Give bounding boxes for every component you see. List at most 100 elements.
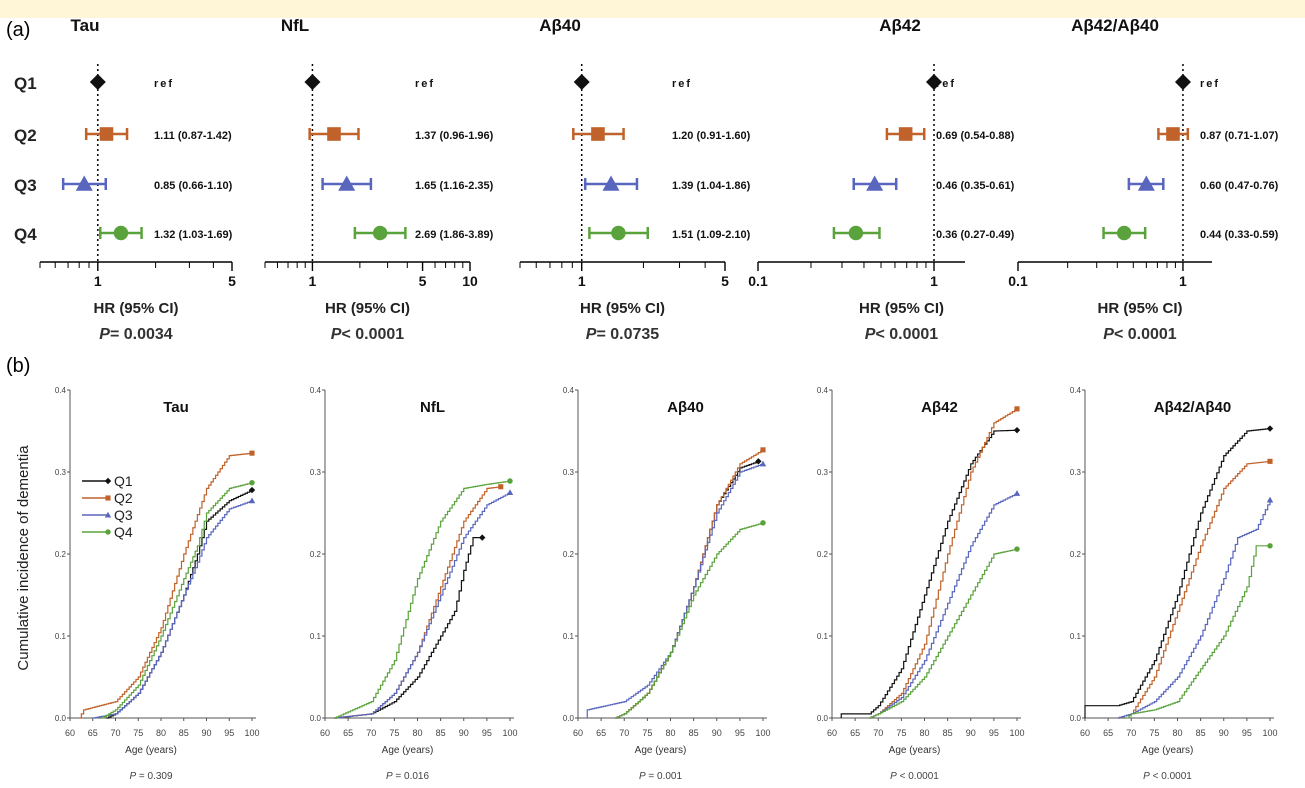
km-x-label: Age (years) xyxy=(889,745,941,756)
km-x-tick-label: 90 xyxy=(1219,728,1229,738)
km-series-end-marker-q3 xyxy=(1013,490,1021,496)
forest-point-q3 xyxy=(338,175,356,191)
km-x-tick-label: 80 xyxy=(156,728,166,738)
forest-point-q1 xyxy=(573,74,590,90)
forest-point-q3 xyxy=(602,175,620,191)
forest-hr-label: 0.69 (0.54-0.88) xyxy=(936,130,1015,142)
km-x-tick-label: 95 xyxy=(1242,728,1252,738)
forest-tick-label: 5 xyxy=(419,273,427,289)
km-title: Aβ42 xyxy=(921,399,958,416)
forest-p-value: P= 0.0735 xyxy=(586,326,660,343)
km-y-tick-label: 0.2 xyxy=(55,550,67,559)
km-x-tick-label: 95 xyxy=(482,728,492,738)
forest-plot-2: Aβ40 1 5 HR (95% CI) P= 0.0735 ref 1.20 (0.91-… xyxy=(519,16,751,343)
km-y-tick-label: 0.2 xyxy=(1070,550,1082,559)
forest-plot-3: Aβ42 0.1 1 HR (95% CI) P< 0.0001 ref 0.69 (0.5… xyxy=(748,16,1014,343)
km-x-tick-label: 80 xyxy=(665,728,675,738)
km-series-end-marker-q4 xyxy=(507,478,513,484)
km-series-q1 xyxy=(840,429,1018,718)
km-y-tick-label: 0.3 xyxy=(310,468,322,477)
km-legend-label: Q3 xyxy=(114,507,133,523)
km-x-tick-label: 95 xyxy=(989,728,999,738)
km-x-tick-label: 75 xyxy=(1149,728,1159,738)
km-y-tick-label: 0.4 xyxy=(310,386,322,395)
km-x-label: Age (years) xyxy=(635,745,687,756)
forest-p-value: P< 0.0001 xyxy=(331,326,405,343)
km-x-tick-label: 80 xyxy=(412,728,422,738)
km-x-tick-label: 65 xyxy=(596,728,606,738)
km-x-tick-label: 60 xyxy=(827,728,837,738)
forest-x-label: HR (95% CI) xyxy=(859,300,944,317)
km-p-value: P < 0.0001 xyxy=(890,771,939,782)
km-x-tick-label: 100 xyxy=(244,728,259,738)
km-series-q2 xyxy=(1117,460,1271,719)
forest-hr-label: 0.60 (0.47-0.76) xyxy=(1200,180,1279,192)
forest-hr-label: ref xyxy=(1200,78,1220,90)
panel-a-label: (a) xyxy=(6,19,30,41)
km-series-end-marker-q2 xyxy=(249,450,255,456)
km-series-q3 xyxy=(334,492,511,719)
km-series-end-marker-q3 xyxy=(506,489,514,496)
km-p-value: P < 0.0001 xyxy=(1143,771,1192,782)
forest-x-label: HR (95% CI) xyxy=(93,300,178,317)
forest-point-q3 xyxy=(75,175,93,191)
forest-title: Aβ40 xyxy=(539,16,581,35)
km-series-end-marker-q4 xyxy=(1014,546,1020,552)
km-y-tick-label: 0.3 xyxy=(817,468,829,477)
km-series-q2 xyxy=(615,449,764,719)
km-title: Aβ42/Aβ40 xyxy=(1154,399,1232,416)
km-y-tick-label: 0.3 xyxy=(55,468,67,477)
forest-plot-1: NfL 1 5 10 HR (95% CI) P< 0.0001 ref 1.37 (0.96… xyxy=(264,16,494,343)
forest-hr-label: 1.32 (1.03-1.69) xyxy=(154,229,233,241)
km-series-q2 xyxy=(869,408,1018,719)
km-title: Tau xyxy=(163,399,189,416)
forest-point-q1 xyxy=(304,74,321,90)
km-x-tick-label: 70 xyxy=(366,728,376,738)
km-y-tick-label: 0.0 xyxy=(817,714,829,723)
km-legend-label: Q2 xyxy=(114,490,133,506)
forest-hr-label: 1.11 (0.87-1.42) xyxy=(154,130,232,142)
forest-x-label: HR (95% CI) xyxy=(1097,300,1182,317)
forest-hr-label: 2.69 (1.86-3.89) xyxy=(415,229,494,241)
km-series-q1 xyxy=(334,537,483,719)
km-plot-2: 0.0 0.1 0.2 0.3 0.4 60 65 70 75 80 85 90 95 100 Age (y… xyxy=(563,386,771,782)
km-x-tick-label: 100 xyxy=(755,728,770,738)
km-x-tick-label: 70 xyxy=(873,728,883,738)
forest-tick-label: 5 xyxy=(228,273,236,289)
panel-b-label: (b) xyxy=(6,355,30,377)
km-y-tick-label: 0.1 xyxy=(310,632,322,641)
forest-tick-label: 1 xyxy=(578,273,586,289)
km-x-tick-label: 70 xyxy=(619,728,629,738)
km-x-tick-label: 85 xyxy=(943,728,953,738)
km-series-end-marker-q2 xyxy=(498,484,504,490)
km-legend-marker xyxy=(105,495,111,501)
km-x-tick-label: 95 xyxy=(224,728,234,738)
km-x-tick-label: 60 xyxy=(320,728,330,738)
km-series-end-marker-q1 xyxy=(755,458,762,465)
forest-hr-label: 1.39 (1.04-1.86) xyxy=(672,180,751,192)
km-x-tick-label: 90 xyxy=(201,728,211,738)
km-series-end-marker-q3 xyxy=(248,497,256,504)
km-x-tick-label: 70 xyxy=(110,728,120,738)
forest-plot-0: Tau 1 5 HR (95% CI) P= 0.0034 ref 1.11 (0.87-1… xyxy=(39,16,236,343)
km-x-tick-label: 65 xyxy=(343,728,353,738)
km-y-tick-label: 0.4 xyxy=(817,386,829,395)
km-y-tick-label: 0.1 xyxy=(563,632,575,641)
km-series-end-marker-q1 xyxy=(1013,426,1021,434)
forest-point-q4 xyxy=(113,225,129,241)
km-y-tick-label: 0.1 xyxy=(55,632,67,641)
forest-point-q4 xyxy=(372,225,388,241)
km-series-q2 xyxy=(79,452,253,719)
km-x-tick-label: 80 xyxy=(1172,728,1182,738)
km-series-q3 xyxy=(586,463,764,718)
km-legend-marker xyxy=(104,511,112,518)
forest-hr-label: ref xyxy=(154,78,174,90)
km-p-value: P = 0.309 xyxy=(129,771,173,782)
forest-hr-label: 0.87 (0.71-1.07) xyxy=(1200,130,1279,142)
forest-row-label-q3: Q3 xyxy=(14,176,37,195)
km-series-end-marker-q3 xyxy=(1266,496,1274,503)
forest-x-label: HR (95% CI) xyxy=(580,300,665,317)
km-plot-4: 0.0 0.1 0.2 0.3 0.4 60 65 70 75 80 85 90 95 100 Age (y… xyxy=(1070,386,1278,782)
